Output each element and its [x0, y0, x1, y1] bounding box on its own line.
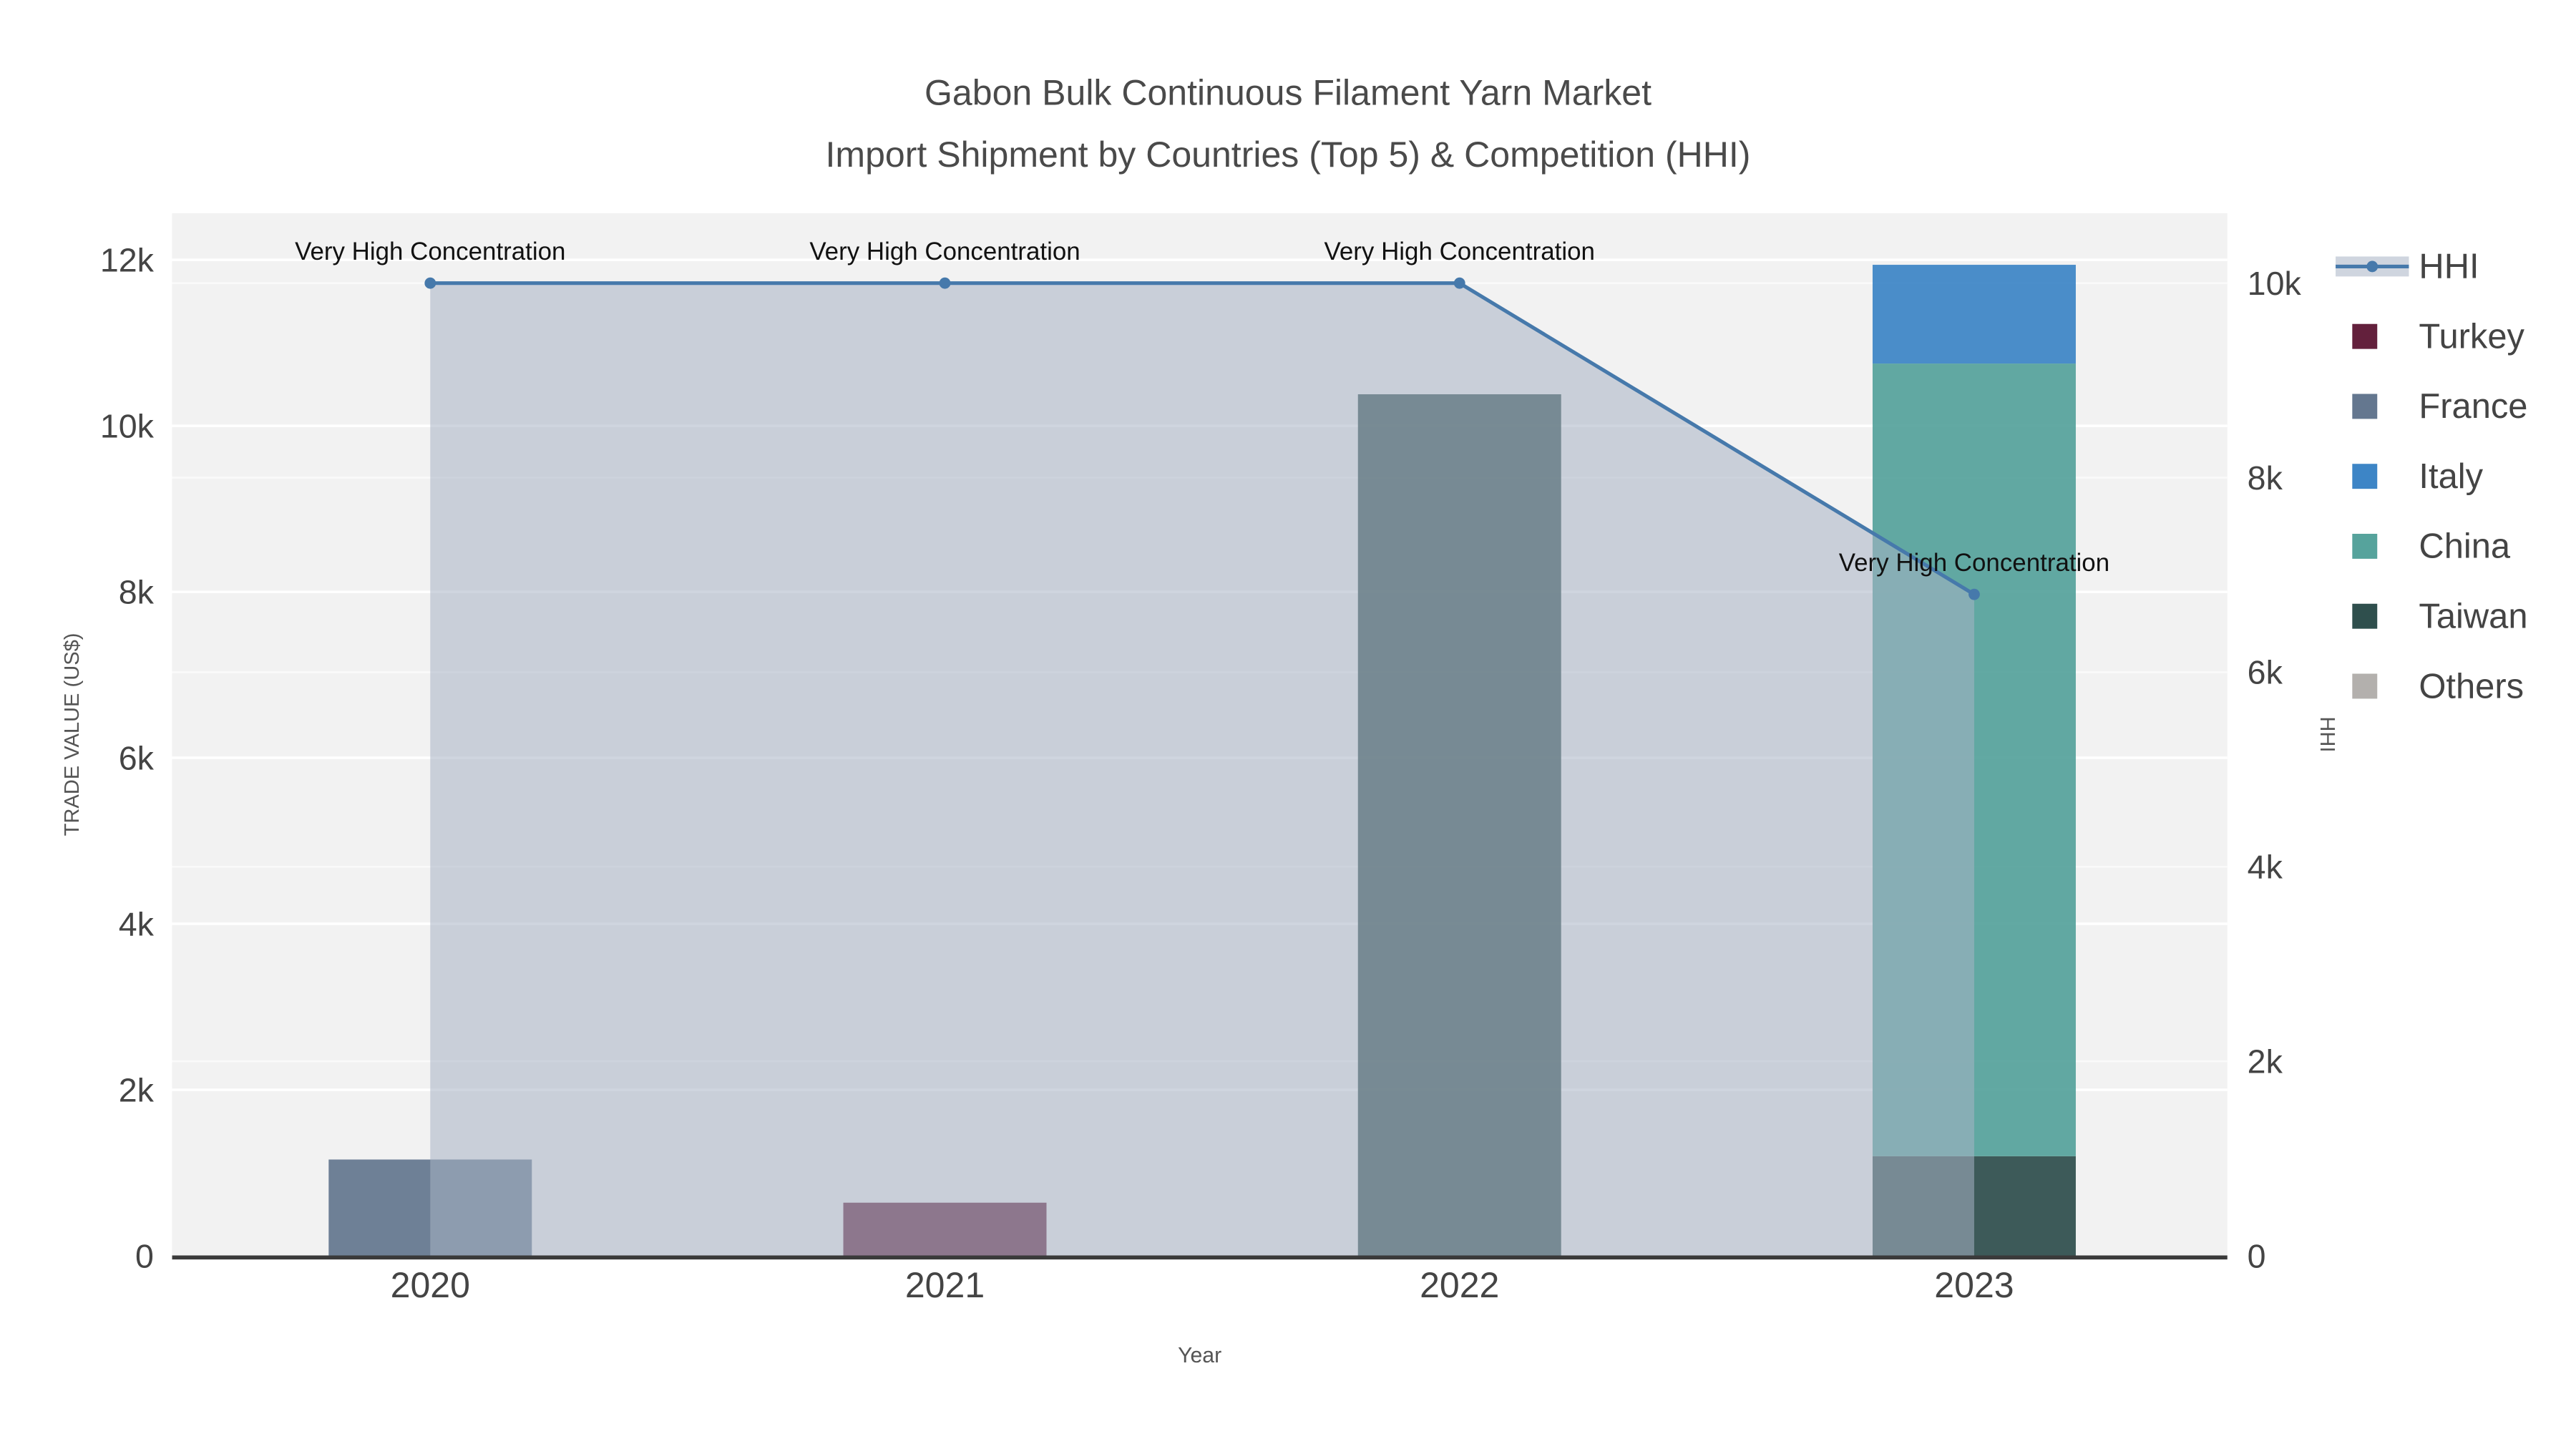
y-right-tick-label: 2k — [2248, 1043, 2283, 1080]
annotation-concentration: Very High Concentration — [1839, 549, 2109, 577]
y-right-tick-label: 0 — [2248, 1237, 2266, 1274]
legend-swatch-italy — [2352, 464, 2378, 489]
legend-swatch-taiwan — [2352, 603, 2378, 629]
legend-item-taiwan[interactable]: Taiwan — [2352, 597, 2528, 636]
x-tick-label-2021: 2021 — [905, 1265, 985, 1305]
y-right-tick-label: 8k — [2248, 459, 2283, 497]
legend-item-italy[interactable]: Italy — [2352, 457, 2484, 496]
x-tick-label-2020: 2020 — [391, 1265, 470, 1305]
y-right-tick-label: 10k — [2248, 265, 2302, 302]
y-right-tick-label: 6k — [2248, 654, 2283, 691]
hhi-marker-2021[interactable] — [939, 277, 951, 289]
y-right-axis-title: HHI — [2316, 716, 2338, 752]
annotations-layer: Very High Concentration Very High Concent… — [295, 238, 2109, 577]
legend-item-hhi[interactable]: HHI — [2336, 248, 2479, 286]
y-left-axis-title: TRADE VALUE (US$) — [61, 633, 84, 836]
legend-swatch-france — [2352, 394, 2378, 419]
y-left-tick-label: 6k — [119, 739, 155, 776]
axes-layer: 0 2k 4k 6k 8k 10k 12k 0 2k 4k 6k 8k 10k 2020 2021 2022 2… — [100, 241, 2302, 1305]
legend-swatch-turkey — [2352, 323, 2378, 349]
legend-label-turkey: Turkey — [2419, 317, 2524, 356]
y-left-tick-label: 4k — [119, 905, 155, 942]
y-left-tick-label: 2k — [119, 1071, 155, 1108]
annotation-concentration: Very High Concentration — [295, 238, 565, 265]
hhi-area-layer — [430, 283, 1974, 1256]
x-axis-title: Year — [1178, 1344, 1221, 1367]
y-left-tick-label: 10k — [100, 407, 155, 444]
legend: HHI Turkey France Italy China Taiwan Others — [2336, 248, 2528, 706]
hhi-marker-2020[interactable] — [424, 277, 436, 289]
legend-item-others[interactable]: Others — [2352, 667, 2524, 706]
annotation-concentration: Very High Concentration — [809, 238, 1080, 265]
y-left-tick-label: 12k — [100, 241, 155, 278]
chart-title-line2: Import Shipment by Countries (Top 5) & C… — [826, 135, 1751, 175]
legend-label-italy: Italy — [2419, 457, 2483, 496]
hhi-line — [430, 281, 1976, 596]
hhi-marker-2022[interactable] — [1453, 277, 1465, 289]
legend-swatch-others — [2352, 673, 2378, 699]
y-left-tick-label: 0 — [135, 1237, 154, 1274]
legend-item-turkey[interactable]: Turkey — [2352, 317, 2525, 356]
hhi-marker-2023[interactable] — [1968, 588, 1980, 600]
y-right-tick-label: 4k — [2248, 849, 2283, 886]
legend-label-hhi: HHI — [2419, 248, 2479, 286]
legend-item-china[interactable]: China — [2352, 527, 2511, 566]
x-tick-label-2023: 2023 — [1934, 1265, 2014, 1305]
x-tick-label-2022: 2022 — [1420, 1265, 1499, 1305]
y-left-tick-label: 8k — [119, 573, 155, 610]
bar-segment-italy-2023[interactable] — [1872, 265, 2076, 364]
legend-label-taiwan: Taiwan — [2419, 597, 2527, 635]
legend-label-china: China — [2419, 527, 2510, 566]
annotation-concentration: Very High Concentration — [1324, 238, 1595, 265]
legend-label-france: France — [2419, 387, 2527, 426]
legend-swatch-china — [2352, 533, 2378, 559]
legend-hhi-marker-swatch — [2366, 260, 2379, 273]
chart-title-line1: Gabon Bulk Continuous Filament Yarn Mark… — [924, 73, 1652, 113]
legend-item-france[interactable]: France — [2352, 387, 2528, 426]
hhi-line-layer — [424, 277, 1980, 600]
legend-label-others: Others — [2419, 667, 2524, 706]
hhi-area-fill — [430, 283, 1974, 1256]
